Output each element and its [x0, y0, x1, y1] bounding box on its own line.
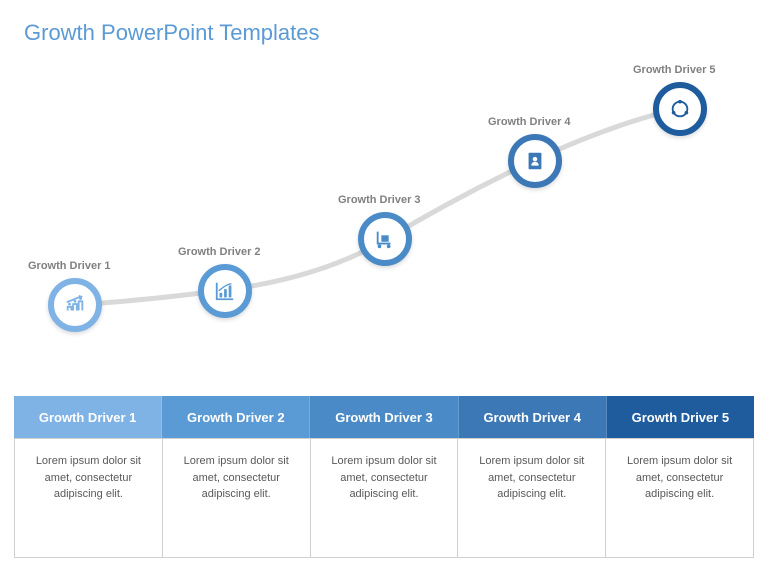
table-header-3: Growth Driver 3: [310, 396, 458, 438]
table-cell-3: Lorem ipsum dolor sit amet, consectetur …: [311, 439, 459, 557]
node-label-4: Growth Driver 4: [488, 116, 571, 128]
growth-curve-diagram: Growth Driver 1 Growth Driver 2 Growth D…: [0, 60, 768, 360]
growth-node-5: [653, 82, 707, 136]
growth-node-4: [508, 134, 562, 188]
drivers-table: Growth Driver 1 Growth Driver 2 Growth D…: [14, 396, 754, 558]
table-cell-1: Lorem ipsum dolor sit amet, consectetur …: [15, 439, 163, 557]
table-header-2: Growth Driver 2: [162, 396, 310, 438]
table-body-row: Lorem ipsum dolor sit amet, consectetur …: [14, 438, 754, 558]
node-label-3: Growth Driver 3: [338, 194, 421, 206]
people-arrow-icon: [64, 294, 86, 316]
contact-book-icon: [524, 150, 546, 172]
node-label-5: Growth Driver 5: [633, 64, 716, 76]
share-ring-icon: [669, 98, 691, 120]
growth-node-2: [198, 264, 252, 318]
growth-node-3: [358, 212, 412, 266]
node-label-2: Growth Driver 2: [178, 246, 261, 258]
node-label-1: Growth Driver 1: [28, 260, 111, 272]
page-title: Growth PowerPoint Templates: [24, 20, 320, 46]
table-header-4: Growth Driver 4: [459, 396, 607, 438]
table-cell-2: Lorem ipsum dolor sit amet, consectetur …: [163, 439, 311, 557]
growth-node-1: [48, 278, 102, 332]
table-cell-4: Lorem ipsum dolor sit amet, consectetur …: [458, 439, 606, 557]
table-header-5: Growth Driver 5: [607, 396, 754, 438]
bar-chart-icon: [214, 280, 236, 302]
dolly-icon: [374, 228, 396, 250]
table-header-row: Growth Driver 1 Growth Driver 2 Growth D…: [14, 396, 754, 438]
table-header-1: Growth Driver 1: [14, 396, 162, 438]
table-cell-5: Lorem ipsum dolor sit amet, consectetur …: [606, 439, 753, 557]
